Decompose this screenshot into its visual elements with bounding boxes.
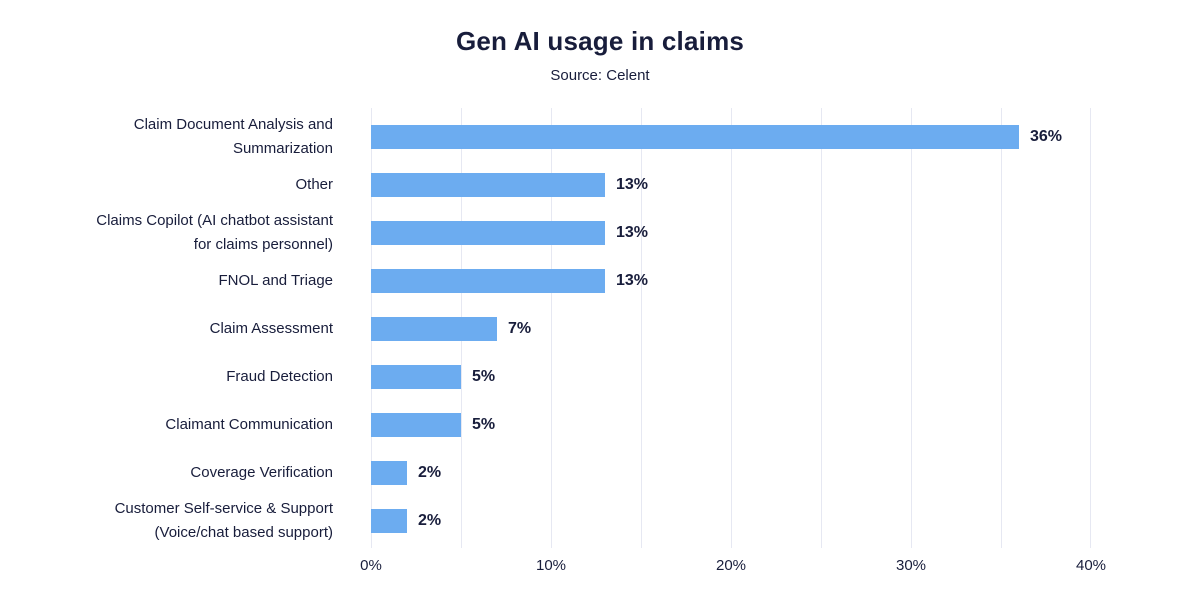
bar — [371, 173, 605, 197]
bar — [371, 221, 605, 245]
x-axis-tick-label: 0% — [360, 557, 382, 574]
bar-value-label: 36% — [1030, 128, 1063, 145]
category-label: Fraud Detection — [226, 368, 333, 385]
bar — [371, 269, 605, 293]
category-label: Claimant Communication — [165, 416, 333, 433]
bar-row: 7% — [371, 305, 1091, 353]
bar-value-label: 5% — [472, 368, 496, 385]
gridline — [551, 108, 552, 548]
bar — [371, 413, 461, 437]
bar-row: 36% — [371, 113, 1091, 161]
plot-area: 36% 13% 13% 13% 7% 5% 5% 2% 2% — [371, 108, 1091, 548]
category-label: Customer Self-service & Support (Voice/c… — [114, 500, 333, 541]
bar-value-label: 2% — [418, 464, 442, 481]
bar-row: 2% — [371, 449, 1091, 497]
bar-chart: Claim Document Analysis and Summarizatio… — [93, 108, 1106, 578]
gridline — [911, 108, 912, 548]
category-label: Claim Document Analysis and Summarizatio… — [133, 116, 333, 157]
bar-value-label: 2% — [418, 512, 442, 529]
chart-title: Gen AI usage in claims — [455, 26, 745, 56]
category-label: FNOL and Triage — [218, 272, 334, 289]
category-label: Claim Assessment — [209, 320, 333, 337]
x-axis-tick-label: 20% — [715, 557, 747, 574]
bar-value-label: 5% — [472, 416, 496, 433]
chart-subtitle: Source: Celent — [550, 67, 650, 84]
x-axis-tick-label: 10% — [535, 557, 567, 574]
category-label: Coverage Verification — [190, 464, 333, 481]
bar-value-label: 13% — [616, 224, 649, 241]
bar — [371, 365, 461, 389]
bar — [371, 125, 1019, 149]
gridline — [1090, 108, 1091, 548]
x-axis-tick-label: 30% — [895, 557, 927, 574]
bar-row: 13% — [371, 209, 1091, 257]
bar-row: 2% — [371, 497, 1091, 545]
category-label: Claims Copilot (AI chatbot assistant for… — [96, 212, 333, 253]
x-axis: 0% 10% 20% 30% 40% — [360, 557, 1106, 577]
x-axis-tick-label: 40% — [1075, 557, 1107, 574]
bar-value-label: 7% — [508, 320, 532, 337]
gridline — [641, 108, 642, 548]
bar-row: 5% — [371, 401, 1091, 449]
bar-row: 13% — [371, 257, 1091, 305]
bar-rows: 36% 13% 13% 13% 7% 5% 5% 2% 2% — [371, 113, 1091, 545]
bar-row: 5% — [371, 353, 1091, 401]
bar-row: 13% — [371, 161, 1091, 209]
bar-value-label: 13% — [616, 272, 649, 289]
category-label: Other — [295, 176, 333, 193]
category-labels-column: Claim Document Analysis and Summarizatio… — [93, 113, 333, 545]
bar — [371, 509, 407, 533]
gridline — [731, 108, 732, 548]
bar — [371, 461, 407, 485]
gridline — [1001, 108, 1002, 548]
gridline — [821, 108, 822, 548]
bar — [371, 317, 497, 341]
bar-value-label: 13% — [616, 176, 649, 193]
